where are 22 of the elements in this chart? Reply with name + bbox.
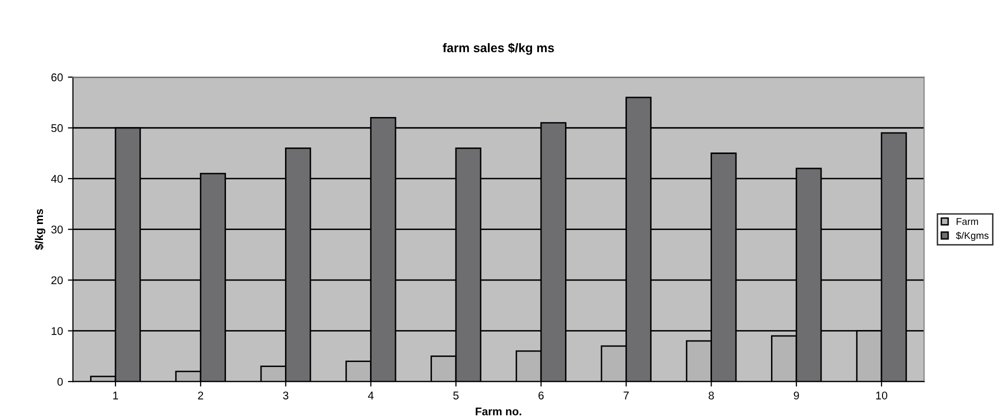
x-tick-label: 1 [113, 392, 118, 400]
x-tick-label: 2 [198, 392, 204, 400]
legend-label: $/Kgms [956, 232, 989, 241]
chart-title: farm sales $/kg ms [442, 42, 554, 55]
x-tick-label: 8 [708, 392, 714, 400]
x-tick-label: 10 [876, 392, 888, 400]
x-tick-label: 3 [283, 392, 288, 400]
y-tick-label: 20 [51, 276, 63, 284]
x-tick-label: 5 [453, 392, 459, 400]
legend-label: Farm [956, 218, 978, 225]
x-tick-label: 4 [368, 392, 374, 400]
x-tick-label: 7 [624, 392, 629, 400]
y-tick-label: 50 [51, 124, 63, 132]
x-axis-title: Farm no. [476, 408, 522, 416]
y-tick-label: 10 [52, 327, 63, 335]
y-axis-title: $/kg ms [34, 209, 46, 250]
x-tick-label: 6 [538, 392, 544, 400]
y-tick-label: 0 [57, 378, 63, 386]
y-tick-label: 60 [51, 73, 63, 82]
y-tick-label: 30 [51, 226, 63, 234]
y-tick-label: 40 [51, 174, 63, 183]
x-tick-label: 9 [794, 392, 799, 400]
